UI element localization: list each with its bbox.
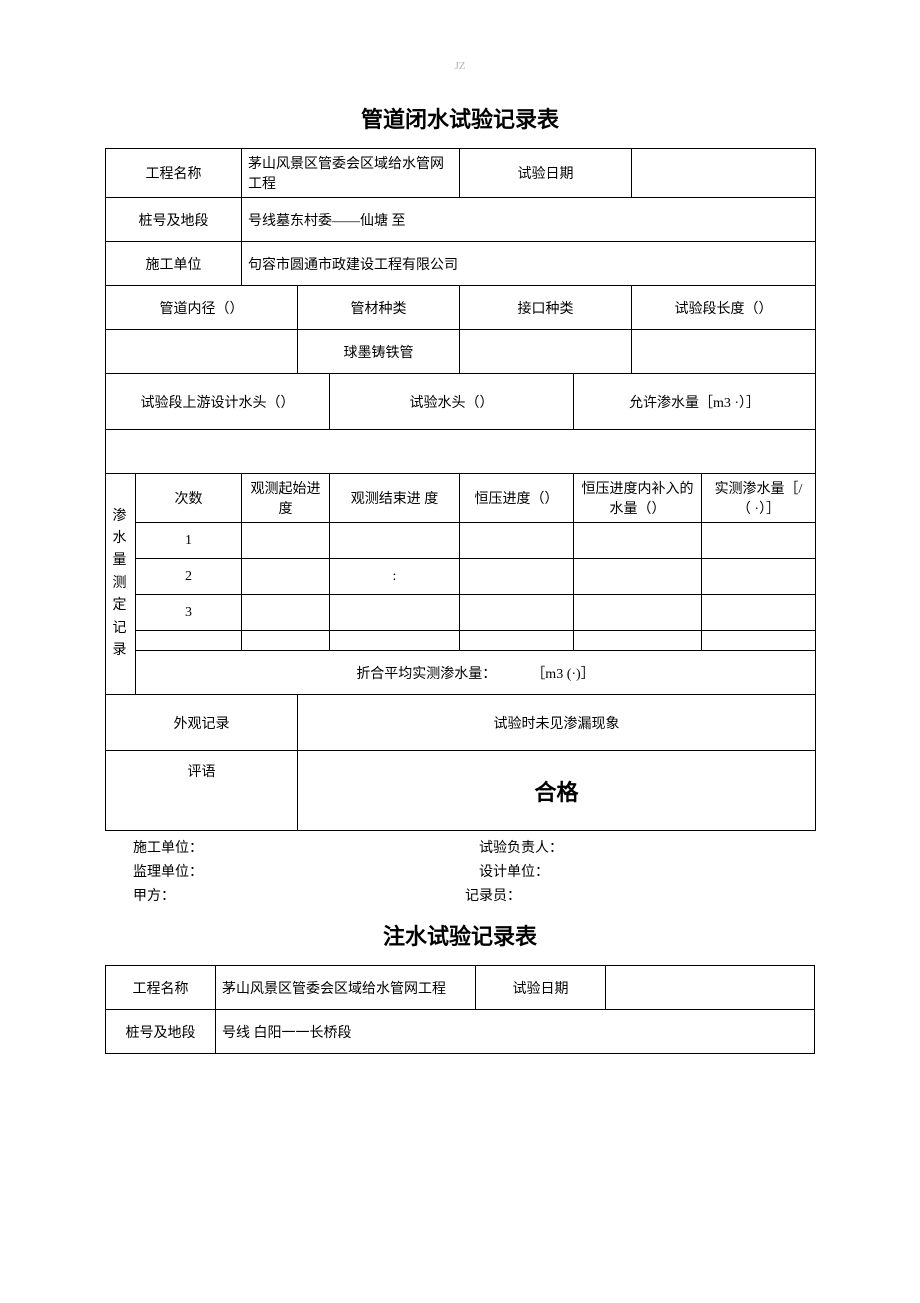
table-cell <box>242 595 330 631</box>
header-mark: JZ <box>105 60 815 72</box>
label-water-added: 恒压进度内补入的水量（） <box>574 474 702 523</box>
label-pipe-material: 管材种类 <box>298 286 460 330</box>
value-test-date <box>632 149 816 198</box>
table1: 工程名称 茅山风景区管委会区域给水管网工程 试验日期 桩号及地段 号线墓东村委—… <box>105 148 816 831</box>
label-avg-unit: ［m3 (·)］ <box>531 667 594 682</box>
table2: 工程名称 茅山风景区管委会区域给水管网工程 试验日期 桩号及地段 号线 白阳一一… <box>105 965 815 1054</box>
value-comment: 合格 <box>298 751 816 831</box>
table-cell <box>702 631 816 651</box>
table-cell <box>330 631 460 651</box>
table-cell <box>574 595 702 631</box>
label-construction-unit: 施工单位 <box>106 242 242 286</box>
seep-row3-num: 3 <box>136 595 242 631</box>
value-test-length <box>632 330 816 374</box>
label-comment: 评语 <box>106 751 298 831</box>
t2-value-project-name: 茅山风景区管委会区域给水管网工程 <box>216 966 476 1010</box>
sig-construction: 施工单位： <box>105 837 469 857</box>
table-cell <box>702 523 816 559</box>
signatures-block: 施工单位： 试验负责人： 监理单位： 设计单位： 甲方： 记录员： <box>105 837 815 905</box>
table-cell <box>460 559 574 595</box>
label-appearance: 外观记录 <box>106 695 298 751</box>
table-cell <box>330 523 460 559</box>
table-cell <box>702 559 816 595</box>
label-project-name: 工程名称 <box>106 149 242 198</box>
value-project-name: 茅山风景区管委会区域给水管网工程 <box>242 149 460 198</box>
label-avg-seep: 折合平均实测渗水量： <box>356 667 496 682</box>
seep-row2-col: : <box>330 559 460 595</box>
label-measured-seep: 实测渗水量［/（ ·）］ <box>702 474 816 523</box>
label-stake-section: 桩号及地段 <box>106 198 242 242</box>
table-cell <box>574 559 702 595</box>
t2-label-project-name: 工程名称 <box>106 966 216 1010</box>
value-stake-section: 号线墓东村委——仙塘 至 <box>242 198 816 242</box>
sig-supervisor: 监理单位： <box>105 861 469 881</box>
sig-test-person: 试验负责人： <box>469 837 815 857</box>
value-pipe-diameter <box>106 330 298 374</box>
table1-title: 管道闭水试验记录表 <box>105 102 815 134</box>
sig-design: 设计单位： <box>469 861 815 881</box>
table-cell <box>242 523 330 559</box>
seep-row2-num: 2 <box>136 559 242 595</box>
table2-title: 注水试验记录表 <box>105 919 815 951</box>
empty-row <box>106 430 816 474</box>
t2-value-test-date <box>606 966 815 1010</box>
table-cell <box>136 631 242 651</box>
label-pipe-diameter: 管道内径（） <box>106 286 298 330</box>
table-cell <box>574 631 702 651</box>
table-cell <box>574 523 702 559</box>
value-construction-unit: 句容市圆通市政建设工程有限公司 <box>242 242 816 286</box>
t2-label-test-date: 试验日期 <box>476 966 606 1010</box>
label-allow-seep: 允许渗水量［m3 ·）］ <box>574 374 816 430</box>
t2-label-stake-section: 桩号及地段 <box>106 1010 216 1054</box>
sig-recorder: 记录员： <box>465 885 815 905</box>
label-test-length: 试验段长度（） <box>632 286 816 330</box>
table-cell <box>242 559 330 595</box>
t2-value-stake-section: 号线 白阳一一长桥段 <box>216 1010 815 1054</box>
label-joint-type: 接口种类 <box>460 286 632 330</box>
table-cell <box>460 523 574 559</box>
table-cell <box>330 595 460 631</box>
table-cell <box>702 595 816 631</box>
label-obs-end: 观测结束进 度 <box>330 474 460 523</box>
table-cell <box>460 631 574 651</box>
label-test-date: 试验日期 <box>460 149 632 198</box>
label-const-press: 恒压进度（） <box>460 474 574 523</box>
label-obs-start: 观测起始进 度 <box>242 474 330 523</box>
table-cell <box>242 631 330 651</box>
label-count: 次数 <box>136 474 242 523</box>
seep-row1-num: 1 <box>136 523 242 559</box>
value-joint-type <box>460 330 632 374</box>
avg-seep-row: 折合平均实测渗水量： ［m3 (·)］ <box>136 651 816 695</box>
value-appearance: 试验时未见渗漏现象 <box>298 695 816 751</box>
table-cell <box>460 595 574 631</box>
document-page: JZ 管道闭水试验记录表 工程名称 茅山风景区管委会区域给水管网工程 试验日期 <box>0 0 920 1094</box>
sig-owner: 甲方： <box>105 885 483 905</box>
value-pipe-material: 球墨铸铁管 <box>298 330 460 374</box>
label-test-head: 试验水头（） <box>330 374 574 430</box>
label-upstream-head: 试验段上游设计水头（） <box>106 374 330 430</box>
label-seep-record: 渗 水 量 测 定 记 录 <box>106 474 136 695</box>
